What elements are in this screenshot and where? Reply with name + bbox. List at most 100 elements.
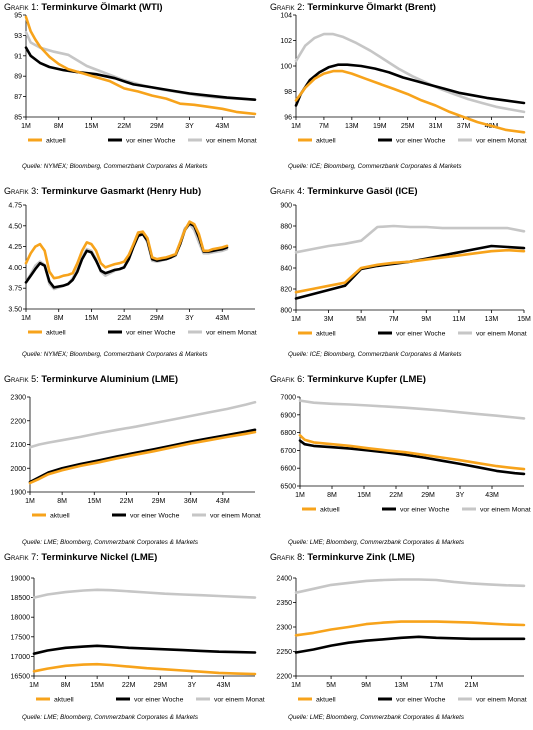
x-tick-label: 15M <box>90 682 104 689</box>
y-tick-label: 6600 <box>280 466 296 473</box>
y-tick-label: 2100 <box>10 442 26 449</box>
y-tick-label: 3.75 <box>8 286 22 293</box>
series-line-woche <box>294 244 526 300</box>
chart-title-text: Terminkurve Ölmarkt (WTI) <box>41 2 163 13</box>
chart-title-text: Terminkurve Kupfer (LME) <box>307 374 426 385</box>
chart-number: Grafik 5: <box>4 374 39 384</box>
y-tick-label: 93 <box>14 33 22 40</box>
y-tick-label: 800 <box>280 308 292 315</box>
chart-title-text: Terminkurve Gasmarkt (Henry Hub) <box>41 186 202 197</box>
x-tick-label: 8M <box>61 682 71 689</box>
y-tick-label: 100 <box>280 64 292 71</box>
x-tick-label: 1M <box>295 492 305 499</box>
x-tick-label: 43M <box>216 498 230 505</box>
legend-label: vor einer Woche <box>396 138 446 145</box>
y-tick-label: 4.00 <box>8 265 22 272</box>
x-tick-label: 8M <box>57 498 67 505</box>
chart-title: Grafik 4: Terminkurve Gasöl (ICE) <box>270 186 418 197</box>
chart-title-text: Terminkurve Gasöl (ICE) <box>307 186 418 197</box>
x-tick-label: 15M <box>357 492 371 499</box>
x-tick-label: 43M <box>485 492 499 499</box>
series-line-aktuell <box>24 220 229 280</box>
chart-number: Grafik 3: <box>4 186 39 196</box>
chart-number: Grafik 1: <box>4 2 39 12</box>
series-line-monat <box>28 400 257 449</box>
y-tick-label: 2000 <box>10 466 26 473</box>
series-line-woche <box>298 439 526 476</box>
chart-svg: 1900 2000 2100 2200 2300 1M 8M 15M 22M 29M 36M 43M a… <box>10 395 260 520</box>
y-tick-label: 900 <box>280 203 292 210</box>
chart-number: Grafik 6: <box>270 374 305 384</box>
chart-source: Quelle: LME; Bloomberg, Commerzbank Corp… <box>22 714 199 721</box>
legend-label: vor einer Woche <box>396 331 446 338</box>
chart-panel-5: Grafik 5: Terminkurve Aluminium (LME) 190… <box>0 372 266 552</box>
x-tick-label: 22M <box>117 123 131 130</box>
x-tick-label: 1M <box>291 316 301 323</box>
chart-number: Grafik 7: <box>4 552 39 562</box>
y-tick-label: 89 <box>14 74 22 81</box>
chart-svg: 16500 17000 17500 18000 18500 19000 1M 8M 15M 22M… <box>11 576 265 704</box>
legend-label: aktuell <box>46 138 66 145</box>
x-tick-label: 7M <box>319 123 329 130</box>
y-tick-label: 98 <box>284 89 292 96</box>
y-tick-label: 95 <box>14 13 22 20</box>
chart-svg: 6500 6600 6700 6800 6900 7000 1M 8M 15M 22M 29M 3Y 4… <box>280 395 531 514</box>
series-line-woche <box>28 428 257 484</box>
x-tick-label: 9M <box>361 682 371 689</box>
y-tick-label: 820 <box>280 287 292 294</box>
y-tick-label: 7000 <box>280 395 296 402</box>
x-tick-label: 15M <box>85 315 99 322</box>
legend-label: vor einer Woche <box>134 697 184 704</box>
chart-panel-1: Grafik 1: Terminkurve Ölmarkt (WTI) 85 87 8… <box>0 0 266 180</box>
y-tick-label: 85 <box>14 115 22 122</box>
legend-label: vor einem Monat <box>476 138 527 145</box>
y-tick-label: 2200 <box>10 418 26 425</box>
x-tick-label: 1M <box>29 682 39 689</box>
x-tick-label: 3Y <box>185 123 194 130</box>
legend-label: aktuell <box>316 138 336 145</box>
y-tick-label: 880 <box>280 224 292 231</box>
x-tick-label: 5M <box>326 682 336 689</box>
x-tick-label: 29M <box>152 498 166 505</box>
legend-label: vor einem Monat <box>476 331 527 338</box>
legend-label: vor einer Woche <box>396 697 446 704</box>
y-tick-label: 860 <box>280 245 292 252</box>
x-tick-label: 19M <box>373 123 387 130</box>
series-line-aktuell <box>298 434 526 471</box>
chart-source: Quelle: NYMEX; Bloomberg, Commerzbank Co… <box>22 163 208 170</box>
y-tick-label: 87 <box>14 94 22 101</box>
chart-title-text: Terminkurve Zink (LME) <box>307 552 415 563</box>
y-tick-label: 91 <box>14 53 22 60</box>
x-tick-label: 22M <box>389 492 403 499</box>
series-line-woche <box>294 635 526 654</box>
x-tick-label: 8M <box>54 315 64 322</box>
y-tick-label: 18500 <box>11 595 31 602</box>
x-tick-label: 3Y <box>185 315 194 322</box>
series-line-aktuell <box>24 15 257 116</box>
legend-label: vor einer Woche <box>400 507 450 514</box>
y-tick-label: 19000 <box>11 576 31 583</box>
x-tick-label: 25M <box>401 123 415 130</box>
chart-number: Grafik 8: <box>270 552 305 562</box>
x-tick-label: 43M <box>217 682 231 689</box>
x-tick-label: 15M <box>517 316 531 323</box>
chart-title: Grafik 1: Terminkurve Ölmarkt (WTI) <box>4 2 163 13</box>
chart-source: Quelle: LME; Bloomberg, Commerzbank Corp… <box>22 539 199 546</box>
x-tick-label: 13M <box>394 682 408 689</box>
legend-label: aktuell <box>50 513 70 520</box>
y-tick-label: 2300 <box>276 625 292 632</box>
y-tick-label: 2350 <box>276 600 292 607</box>
series-line-aktuell <box>294 248 526 294</box>
y-tick-label: 2250 <box>276 649 292 656</box>
chart-title-text: Terminkurve Aluminium (LME) <box>41 374 179 385</box>
series-line-monat <box>298 399 526 420</box>
y-tick-label: 2200 <box>276 674 292 681</box>
series-line-monat <box>294 224 526 254</box>
y-tick-label: 4.50 <box>8 223 22 230</box>
x-tick-label: 29M <box>150 123 164 130</box>
series-line-woche <box>294 63 526 107</box>
x-tick-label: 1M <box>21 315 31 322</box>
chart-panel-3: Grafik 3: Terminkurve Gasmarkt (Henry Hu… <box>0 184 266 364</box>
x-tick-label: 1M <box>291 123 301 130</box>
legend-label: vor einem Monat <box>480 507 531 514</box>
